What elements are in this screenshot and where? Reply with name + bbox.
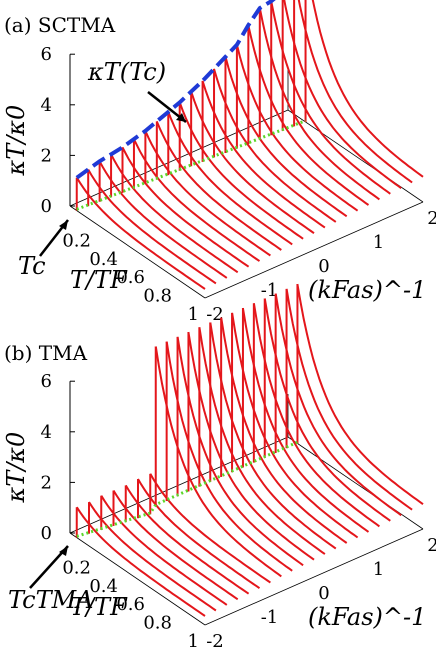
kappa-curve <box>263 298 391 522</box>
kappa-curve <box>274 293 402 517</box>
z-tick-label: 2 <box>41 472 52 493</box>
kappa-curve <box>241 307 370 533</box>
t-tick-label: 0.4 <box>89 576 118 597</box>
kappa-curve <box>231 312 359 539</box>
kappa-curve <box>155 121 282 251</box>
y-axis-label: κT/κ0 <box>2 105 30 177</box>
kappa-curve <box>137 478 261 590</box>
z-tick-label: 4 <box>41 95 52 116</box>
panel-a: (a) SCTMA 0 2 4 6 0.20.40.60.8 1 -2 -1 0 1 2 κT/κ0 T… <box>2 0 436 325</box>
kappa-curve <box>149 473 271 584</box>
k-tick-label: 2 <box>427 208 436 229</box>
kappa-curve <box>87 168 217 285</box>
tc-line <box>76 440 299 538</box>
t-tick-label: 1 <box>188 304 199 325</box>
kappa-curve <box>285 288 413 511</box>
k-tick-label: 0 <box>318 256 329 277</box>
k-tick-label: 1 <box>373 232 384 253</box>
kappa-curve <box>75 177 206 290</box>
kappa-curve <box>88 501 217 612</box>
z-tick-label: 2 <box>41 145 52 166</box>
k-tick-label: 2 <box>427 535 436 556</box>
kappa-curve <box>124 484 250 595</box>
kappa-tc-annotation: κT(Tc) <box>87 58 166 86</box>
kappa-curve <box>220 317 348 544</box>
kappa-curve <box>209 322 337 550</box>
kappa-curve <box>121 146 250 268</box>
z-tick-label: 0 <box>41 523 52 544</box>
kappa-curve <box>75 506 206 617</box>
z-tick-label: 0 <box>41 196 52 217</box>
t-tick-label: 0.6 <box>116 267 145 288</box>
kappa-curve <box>133 138 261 262</box>
kappa-curve <box>213 68 337 223</box>
t-tick-label: 0.2 <box>62 557 91 578</box>
z-tick-label: 4 <box>41 422 52 443</box>
kappa-curve <box>110 153 239 274</box>
kappa-curve <box>258 7 380 201</box>
axis-box-line <box>69 205 206 299</box>
kappa-curve <box>201 80 326 229</box>
kappa-curve <box>190 91 315 235</box>
t-tick-label: 1 <box>188 631 199 652</box>
annotation-arrowhead <box>59 220 68 230</box>
k-tick-label: -2 <box>206 304 224 325</box>
y-axis-label: κT/κ0 <box>2 432 30 504</box>
panel-b-title: (b) TMA <box>4 341 88 365</box>
kappa-curve <box>167 111 293 246</box>
t-tick-label: 0.8 <box>143 613 172 634</box>
t-tick-label: 0.2 <box>62 230 91 251</box>
t-axis-label: T/TF <box>70 266 128 294</box>
kappa-curve <box>270 1 391 195</box>
k-tick-label: 0 <box>318 583 329 604</box>
panel-a-title: (a) SCTMA <box>4 13 116 37</box>
kappa-curve <box>224 56 348 218</box>
k-tick-label: -1 <box>261 607 279 628</box>
k-axis-label: (kFas)^-1 <box>308 276 426 304</box>
kappa-curve <box>235 44 359 212</box>
axis-box-line <box>69 532 206 626</box>
annotation-arrowhead <box>59 546 68 556</box>
axis-box-line <box>204 528 424 626</box>
kappa-curve <box>297 0 413 184</box>
tc-line <box>76 119 307 211</box>
kappa-curve <box>178 102 304 240</box>
kappa-curve <box>198 327 326 555</box>
k-axis-label: (kFas)^-1 <box>308 603 426 631</box>
k-tick-label: -1 <box>261 280 279 301</box>
tc-tma-annotation: TcTMA <box>8 586 94 614</box>
t-axis-label: T/TF <box>70 593 128 621</box>
tc-annotation: Tc <box>18 252 46 280</box>
kappa-tc-line <box>75 0 276 180</box>
t-tick-label: 0.6 <box>116 594 145 615</box>
kappa-curve <box>296 283 424 506</box>
kappa-curve <box>247 24 370 206</box>
k-tick-label: -2 <box>206 631 224 652</box>
t-tick-label: 0.8 <box>143 286 172 307</box>
axis-box-line <box>69 436 289 534</box>
annotation-arrowhead <box>176 113 186 122</box>
axis-box-line <box>204 201 424 299</box>
kappa-curve <box>100 495 228 606</box>
z-tick-label: 6 <box>41 371 52 392</box>
kappa-curve <box>144 130 271 257</box>
z-tick-label: 6 <box>41 44 52 65</box>
kappa-curve <box>283 0 402 190</box>
kappa-curve <box>252 303 380 528</box>
kappa-curve <box>311 0 424 178</box>
t-tick-label: 0.4 <box>89 249 118 270</box>
k-tick-label: 1 <box>373 559 384 580</box>
